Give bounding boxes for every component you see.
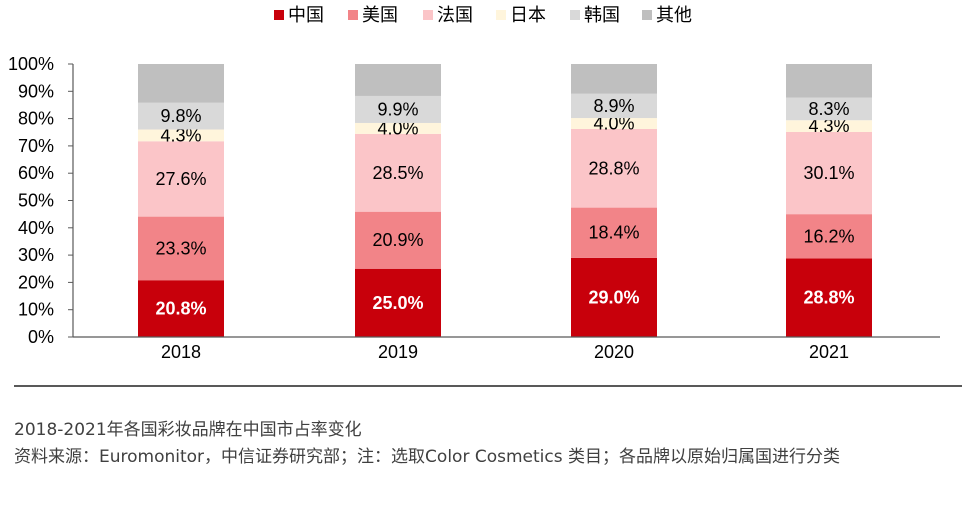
data-label: 25.0% [372,293,423,313]
legend-label-4: 韩国 [584,5,620,25]
x-tick-label: 2021 [809,342,849,362]
data-label: 4.0% [377,118,418,138]
data-label: 28.5% [372,163,423,183]
data-label: 29.0% [588,287,639,307]
bar-segment [571,64,657,94]
figure-caption: 2018-2021年各国彩妆品牌在中国市占率变化 [14,420,362,440]
bar-segment [786,131,872,215]
legend-swatch-3 [496,10,506,20]
legend-label-5: 其他 [656,5,692,25]
x-tick-label: 2019 [378,342,418,362]
bar-segment [571,118,657,129]
data-label: 4.0% [593,114,634,134]
legend-label-1: 美国 [362,5,398,25]
y-tick-label: 30% [18,245,54,265]
y-tick-label: 70% [18,136,54,156]
legend-label-2: 法国 [437,5,473,25]
legend-swatch-5 [642,10,652,20]
bar-segment [355,122,441,134]
bar-segment [571,128,657,208]
stacked-bar-chart: 中国 美国 法国 日本 韩国 其他 0% 10% 20% 30% 40% 50% 60% 70% 80% 90… [8,5,940,362]
data-label: 4.3% [808,116,849,136]
data-label: 4.3% [160,125,201,145]
bar-segment [355,211,441,269]
bar-segment [138,141,224,217]
data-label: 8.9% [593,96,634,116]
bar-segment [786,258,872,337]
source-note: 资料来源：Euromonitor，中信证券研究部；注：选取Color Cosme… [14,447,840,467]
bar-segment [355,95,441,123]
bar-segment [355,133,441,212]
legend-swatch-4 [570,10,580,20]
data-label: 16.2% [803,226,854,246]
bar-segment [571,207,657,258]
y-tick-label: 90% [18,81,54,101]
bar-segment [138,129,224,142]
data-label: 28.8% [588,158,639,178]
bar-segment [355,64,441,96]
y-tick-label: 100% [8,54,54,74]
data-label: 28.8% [803,288,854,308]
bar-segment [786,120,872,132]
bar-segment [138,102,224,130]
legend-label-3: 日本 [510,5,546,25]
data-label: 30.1% [803,163,854,183]
bar-segment [571,257,657,337]
y-tick-label: 50% [18,191,54,211]
data-label: 20.9% [372,230,423,250]
bar-segment [786,97,872,121]
bar-segment [355,268,441,337]
bar-segment [786,64,872,98]
data-label: 27.6% [155,169,206,189]
bar-segment [571,93,657,119]
data-label: 9.8% [160,106,201,126]
y-tick-label: 40% [18,218,54,238]
legend-swatch-0 [274,10,284,20]
y-tick-label: 80% [18,109,54,129]
bar-segment [786,214,872,259]
bar-segment [138,216,224,281]
legend-label-0: 中国 [288,5,324,25]
bar-segment [138,64,224,103]
divider-line [14,385,962,387]
y-tick-label: 20% [18,272,54,292]
data-label: 18.4% [588,223,639,243]
x-tick-label: 2018 [161,342,201,362]
x-tick-label: 2020 [594,342,634,362]
data-label: 20.8% [155,299,206,319]
y-tick-label: 0% [28,327,54,347]
legend-swatch-2 [423,10,433,20]
data-label: 23.3% [155,238,206,258]
data-label: 8.3% [808,99,849,119]
bar-segment [138,280,224,337]
y-tick-label: 60% [18,163,54,183]
legend-swatch-1 [348,10,358,20]
y-tick-label: 10% [18,300,54,320]
data-label: 9.9% [377,99,418,119]
